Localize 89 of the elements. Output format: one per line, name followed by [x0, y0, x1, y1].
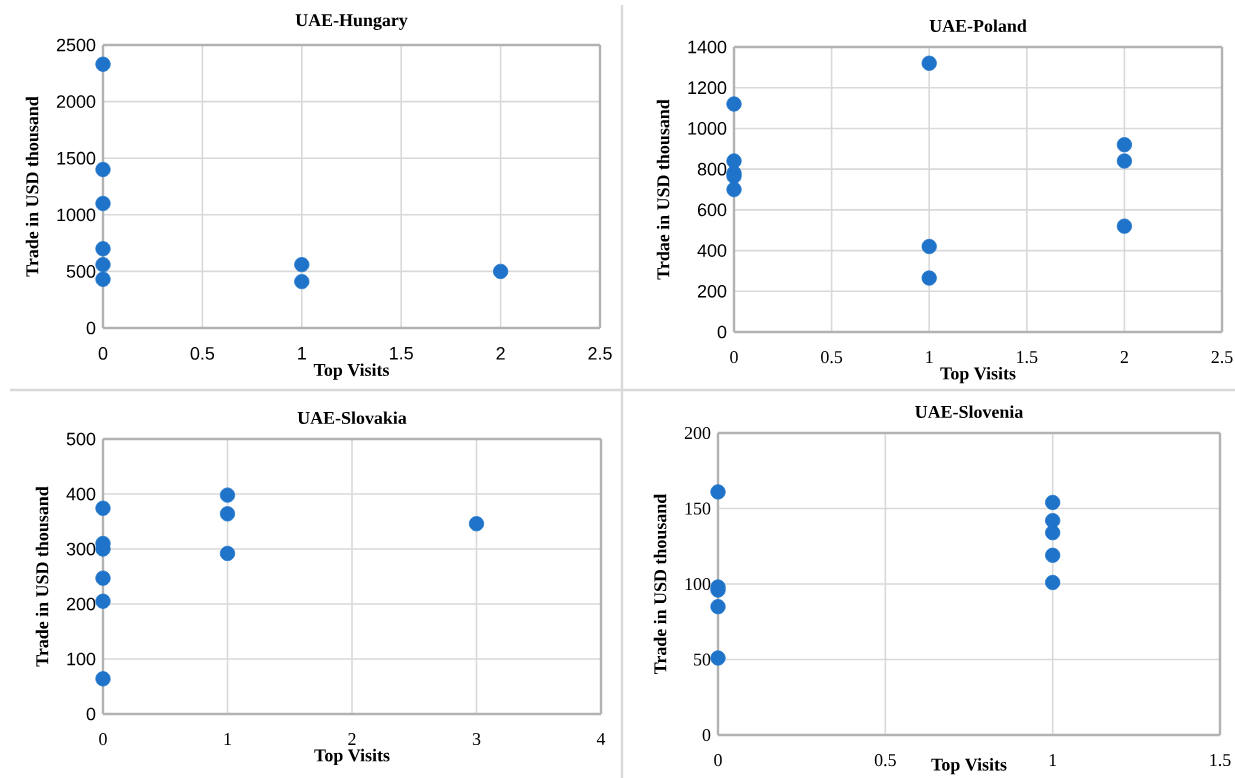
- y-tick-label: 1400: [688, 40, 727, 54]
- chart-title: UAE-Slovakia: [297, 411, 407, 425]
- point: [95, 500, 111, 516]
- point: [468, 516, 485, 532]
- point: [1045, 494, 1061, 511]
- x-tick-label: 4: [596, 733, 606, 745]
- y-tick-label: 400: [66, 487, 96, 501]
- x-axis-title: Top Visits: [314, 748, 390, 766]
- y-tick-label: 500: [66, 432, 96, 446]
- x-tick-label: 0.5: [874, 754, 896, 767]
- y-tick-label: 0: [717, 325, 727, 339]
- point: [95, 195, 111, 212]
- y-tick-label: 300: [66, 542, 96, 556]
- point: [219, 487, 236, 503]
- x-tick-label: 0.5: [821, 351, 843, 364]
- point: [710, 484, 726, 500]
- x-tick-label: 0: [99, 733, 107, 746]
- point: [710, 650, 726, 666]
- y-axis-title: Trade in USD thousand: [35, 486, 49, 667]
- point: [921, 55, 937, 71]
- point: [95, 593, 111, 609]
- point: [95, 161, 111, 178]
- x-tick-label: 1: [224, 733, 231, 745]
- y-tick-label: 1000: [57, 208, 96, 222]
- x-tick-label: 2: [348, 733, 356, 745]
- x-axis-title: Top Visits: [313, 363, 390, 380]
- x-tick-label: 1: [926, 351, 933, 363]
- point: [95, 570, 111, 586]
- point: [294, 273, 310, 290]
- y-tick-label: 1500: [57, 151, 96, 165]
- point: [1116, 153, 1133, 169]
- y-tick-label: 800: [697, 162, 727, 176]
- y-tick-label: 100: [67, 652, 96, 666]
- y-tick-label: 200: [684, 426, 711, 440]
- point: [219, 545, 236, 562]
- x-tick-label: 1.5: [390, 347, 413, 360]
- point: [726, 181, 742, 198]
- y-tick-label: 200: [697, 284, 727, 298]
- point: [921, 270, 937, 286]
- x-tick-label: 1: [298, 347, 306, 360]
- y-tick-label: 400: [697, 244, 727, 257]
- y-tick-label: 100: [685, 577, 711, 591]
- point: [493, 263, 509, 279]
- point: [1045, 525, 1061, 541]
- point: [1116, 218, 1133, 234]
- x-tick-label: 3: [472, 733, 481, 746]
- point: [726, 153, 742, 169]
- x-tick-label: 2: [496, 347, 505, 360]
- point: [95, 671, 111, 687]
- point: [710, 599, 726, 615]
- point: [1116, 137, 1133, 153]
- x-tick-label: 2: [1120, 351, 1128, 363]
- point: [294, 257, 310, 273]
- x-tick-label: 1.5: [1017, 351, 1038, 364]
- y-tick-label: 200: [66, 597, 96, 611]
- y-tick-label: 150: [685, 502, 711, 515]
- y-tick-label: 0: [86, 321, 96, 335]
- x-tick-label: 0.5: [190, 347, 215, 360]
- y-tick-label: 2500: [56, 38, 96, 52]
- x-tick-label: 2.5: [588, 347, 612, 360]
- y-tick-label: 50: [694, 653, 711, 666]
- x-axis-title: Top Visits: [940, 366, 1016, 384]
- y-tick-label: 1000: [688, 122, 727, 135]
- x-tick-label: 2.5: [1211, 351, 1233, 364]
- x-tick-label: 1: [1049, 754, 1057, 766]
- x-axis-title: Top Visits: [931, 758, 1007, 775]
- x-tick-label: 0: [98, 347, 108, 360]
- point: [726, 96, 742, 112]
- point: [219, 506, 236, 522]
- chart-title: UAE-Poland: [929, 19, 1027, 33]
- point: [1045, 547, 1061, 563]
- y-tick-label: 2000: [56, 95, 96, 108]
- point: [95, 241, 111, 257]
- y-tick-label: 1200: [688, 81, 727, 95]
- chart-title: UAE-Hungary: [295, 14, 408, 31]
- point: [1045, 574, 1061, 591]
- y-axis-title: Trade in USD thousand: [653, 493, 667, 674]
- x-tick-label: 0: [730, 351, 738, 364]
- point: [921, 238, 937, 255]
- y-tick-label: 0: [86, 707, 96, 721]
- x-tick-label: 1.5: [1210, 754, 1231, 767]
- chart-title: UAE-Slovenia: [915, 405, 1024, 419]
- y-axis-title: Trade in USD thousand: [25, 96, 39, 277]
- point: [95, 56, 111, 72]
- y-tick-label: 600: [697, 203, 727, 217]
- y-axis-title: Trdae in USD thousand: [656, 99, 670, 280]
- point: [95, 257, 111, 273]
- y-tick-label: 500: [66, 265, 96, 278]
- point: [95, 271, 111, 287]
